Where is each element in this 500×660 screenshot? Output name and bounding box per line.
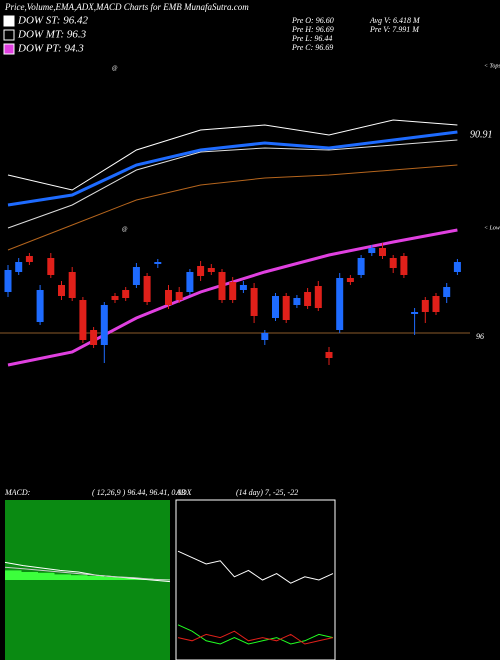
candle-body xyxy=(143,276,151,302)
candle-body xyxy=(293,298,301,305)
histogram-bar xyxy=(5,570,22,580)
candle-body xyxy=(272,296,279,318)
candle-body xyxy=(336,278,344,330)
histogram-bar xyxy=(54,574,71,580)
candle-body xyxy=(58,285,65,296)
candle-body xyxy=(346,278,354,282)
candle-body xyxy=(132,267,140,285)
legend-swatch xyxy=(3,15,15,27)
candle-body xyxy=(432,296,440,312)
candle-body xyxy=(25,256,33,262)
candle-body xyxy=(165,290,172,305)
panel xyxy=(175,499,336,660)
annotation: 90.91 xyxy=(470,129,493,140)
candle-body xyxy=(400,256,408,275)
candle-body xyxy=(154,262,162,264)
candle-body xyxy=(79,300,87,340)
candle-body xyxy=(421,300,429,312)
candle-body xyxy=(218,272,226,300)
line-series xyxy=(4,561,171,583)
y-tick-label: 96 xyxy=(476,332,484,341)
candle-body xyxy=(304,292,312,306)
info-text: Pre O: 96.60 xyxy=(291,16,334,25)
histogram-bar xyxy=(21,572,38,580)
histogram-bar xyxy=(38,572,55,580)
line-series xyxy=(177,630,334,645)
legend-swatch xyxy=(3,43,15,55)
candle-body xyxy=(389,258,397,268)
title: Price,Volume,EMA,ADX,MACD Charts for EMB… xyxy=(4,2,249,12)
histogram-bar xyxy=(87,576,104,580)
line-series xyxy=(7,139,458,229)
info-text: Pre H: 96.69 xyxy=(291,25,334,34)
histogram-bar xyxy=(120,577,137,580)
candle-body xyxy=(100,305,108,345)
candle-body xyxy=(357,258,365,275)
candle-body xyxy=(261,333,269,340)
legend-label: DOW PT: 94.3 xyxy=(17,43,84,55)
candle-body xyxy=(90,330,98,345)
candle-body xyxy=(122,290,130,298)
candle-body xyxy=(250,288,258,316)
info-text: Avg V: 6.418 M xyxy=(369,16,421,25)
candle-body xyxy=(325,352,333,358)
annotation: < Tops xyxy=(484,63,500,69)
line-series xyxy=(177,550,334,584)
legend-label: DOW ST: 96.42 xyxy=(17,15,88,27)
panel-subtitle: ( 12,26,9 ) 96.44, 96.41, 0.03 xyxy=(92,488,185,497)
line-series xyxy=(4,566,171,581)
candle-body xyxy=(379,248,386,256)
candle-body xyxy=(239,285,247,290)
info-text: Pre L: 96.44 xyxy=(291,34,332,43)
candle-body xyxy=(453,262,461,272)
histogram-bar xyxy=(104,576,121,580)
candle-body xyxy=(314,286,322,308)
line-series xyxy=(7,119,458,191)
annotation: @ xyxy=(122,226,128,232)
candle-body xyxy=(175,292,183,300)
line-series xyxy=(7,164,458,251)
candle-body xyxy=(443,287,451,297)
annotation: < Lows xyxy=(484,225,500,231)
candle-body xyxy=(282,296,290,320)
candle-body xyxy=(368,248,376,253)
candle-body xyxy=(47,258,55,275)
candle-body xyxy=(197,266,205,276)
line-series xyxy=(7,130,458,207)
info-text: Pre V: 7.991 M xyxy=(369,25,420,34)
candle-body xyxy=(4,270,12,292)
candle-body xyxy=(186,272,194,292)
panel-title: ADX xyxy=(175,488,193,497)
info-text: Pre C: 96.69 xyxy=(291,43,333,52)
legend-swatch xyxy=(3,29,15,41)
panel-subtitle: (14 day) 7, -25, -22 xyxy=(236,488,298,497)
annotation: @ xyxy=(112,65,118,71)
candle-body xyxy=(229,282,237,300)
candle-body xyxy=(36,290,44,322)
candle-body xyxy=(15,262,23,272)
legend-label: DOW MT: 96.3 xyxy=(17,29,87,41)
candle-body xyxy=(207,268,215,272)
line-series xyxy=(177,624,334,645)
histogram-bar xyxy=(71,575,88,580)
candle-body xyxy=(68,272,76,298)
panel-title: MACD: xyxy=(4,488,31,497)
candle-body xyxy=(111,296,119,300)
candle-body xyxy=(411,312,419,314)
